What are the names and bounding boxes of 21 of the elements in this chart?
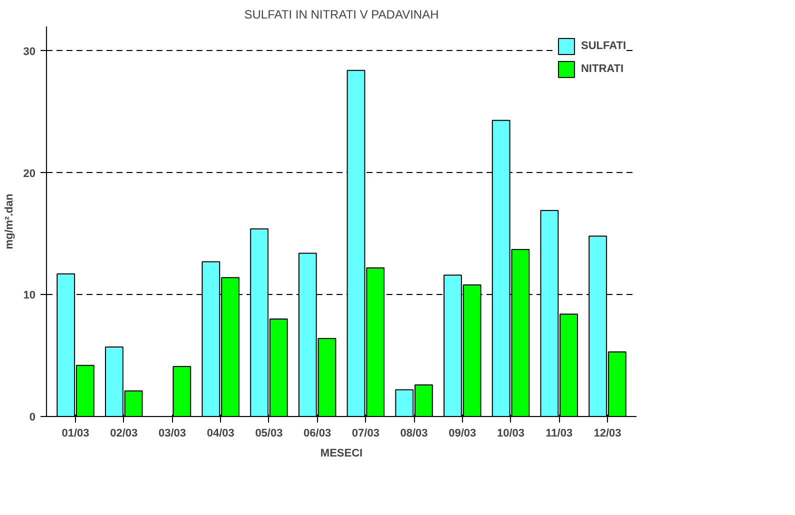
y-tick-label: 20 bbox=[23, 168, 36, 180]
chart-subtitle: SULFATI IN NITRATI V PADAVINAH bbox=[244, 8, 439, 22]
x-tick-label: 07/03 bbox=[352, 428, 380, 440]
x-tick-label: 04/03 bbox=[206, 428, 234, 440]
x-tick-label: 10/03 bbox=[497, 428, 525, 440]
legend-label: NITRATI bbox=[580, 63, 624, 75]
x-tick-label: 11/03 bbox=[546, 428, 573, 440]
x-tick-label: 08/03 bbox=[400, 428, 428, 440]
y-tick-label: 30 bbox=[23, 46, 36, 58]
x-tick-label: 03/03 bbox=[158, 428, 186, 440]
legend-label: SULFATI bbox=[580, 40, 626, 52]
y-tick-label: 10 bbox=[23, 290, 36, 302]
x-tick-label: 06/03 bbox=[304, 428, 332, 440]
x-axis-title: MESECI bbox=[320, 448, 363, 460]
y-tick-label: 0 bbox=[29, 412, 36, 424]
x-tick-label: 01/03 bbox=[62, 428, 90, 440]
x-tick-label: 02/03 bbox=[110, 428, 138, 440]
x-tick-label: 05/03 bbox=[255, 428, 283, 440]
y-axis-title: mg/m².dan bbox=[3, 193, 16, 250]
x-tick-label: 09/03 bbox=[448, 428, 476, 440]
x-tick-label: 12/03 bbox=[594, 428, 622, 440]
